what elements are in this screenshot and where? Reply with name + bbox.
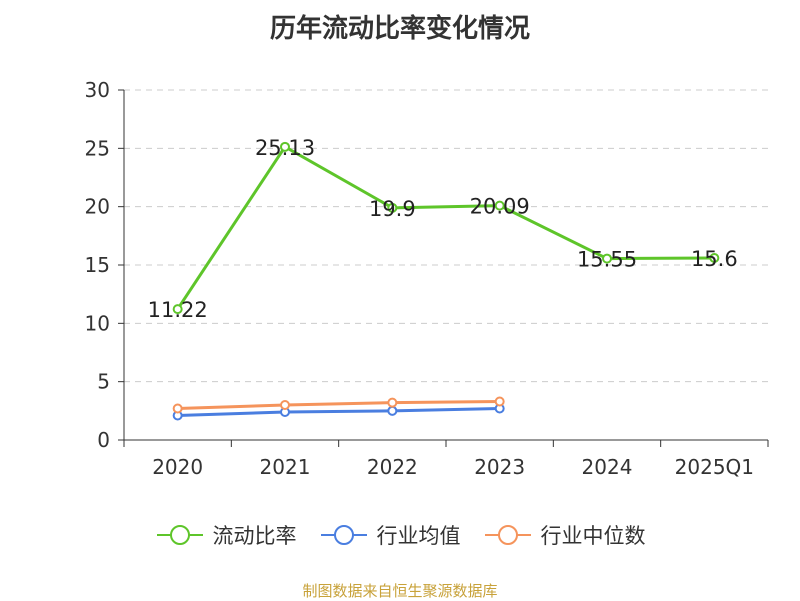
y-tick-label: 15 — [85, 253, 110, 277]
y-tick-label: 10 — [85, 311, 110, 335]
chart-title: 历年流动比率变化情况 — [269, 14, 530, 44]
legend-label: 行业均值 — [376, 524, 461, 548]
legend-swatch-marker — [333, 525, 354, 545]
x-tick-label: 2024 — [582, 455, 633, 479]
y-tick-label: 25 — [85, 136, 110, 160]
data-label: 20.09 — [470, 195, 530, 219]
data-point[interactable] — [387, 397, 398, 408]
legend-item-1[interactable]: 行业均值 — [319, 520, 461, 550]
data-point[interactable] — [387, 405, 398, 416]
y-tick-label: 5 — [97, 370, 110, 394]
x-tick-label: 2021 — [260, 455, 311, 479]
data-labels: 11.22 25.13 19.9 20.09 15.55 15.6 — [148, 136, 738, 322]
data-point[interactable] — [172, 304, 183, 315]
data-point[interactable] — [494, 200, 505, 211]
data-point[interactable] — [280, 400, 290, 410]
data-point[interactable] — [494, 396, 505, 407]
x-tick-label: 2022 — [367, 455, 418, 479]
data-point[interactable] — [709, 253, 720, 263]
legend-item-0[interactable]: 流动比率 — [155, 520, 297, 550]
data-label: 19.9 — [369, 197, 416, 221]
legend-item-2[interactable]: 行业中位数 — [483, 520, 646, 550]
legend-swatch-marker — [169, 525, 190, 545]
legend-label: 流动比率 — [212, 524, 297, 548]
data-point[interactable] — [387, 202, 398, 213]
data-point[interactable] — [280, 141, 290, 152]
series-line-0 — [176, 145, 715, 310]
chart-legend: 流动比率 行业均值 行业中位数 — [0, 520, 800, 550]
legend-swatch-icon — [156, 525, 203, 545]
data-label: 11.22 — [148, 298, 208, 322]
legend-swatch-icon — [484, 525, 531, 545]
x-tick-label: 2025Q1 — [675, 455, 754, 479]
data-label: 15.6 — [691, 247, 738, 271]
axes: 0 5 10 15 20 25 30 2020 2021 2022 2023 2024 2025Q1 — [85, 78, 769, 479]
series-line-2 — [177, 400, 500, 410]
series-lines — [172, 141, 720, 421]
data-point[interactable] — [172, 403, 183, 414]
y-tick-label: 20 — [85, 195, 110, 219]
y-tick-label: 30 — [85, 78, 110, 102]
legend-swatch-icon — [320, 525, 367, 545]
data-label: 25.13 — [255, 136, 315, 160]
data-point[interactable] — [602, 253, 612, 264]
legend-swatch-marker — [497, 525, 518, 545]
series-line-1 — [177, 407, 500, 417]
data-label: 15.55 — [577, 248, 637, 272]
grid-lines — [124, 89, 768, 383]
data-source-note: 制图数据来自恒生聚源数据库 — [302, 582, 498, 600]
legend-label: 行业中位数 — [540, 524, 646, 548]
x-tick-label: 2020 — [152, 455, 203, 479]
x-tick-label: 2023 — [474, 455, 525, 479]
y-tick-label: 0 — [97, 428, 110, 452]
